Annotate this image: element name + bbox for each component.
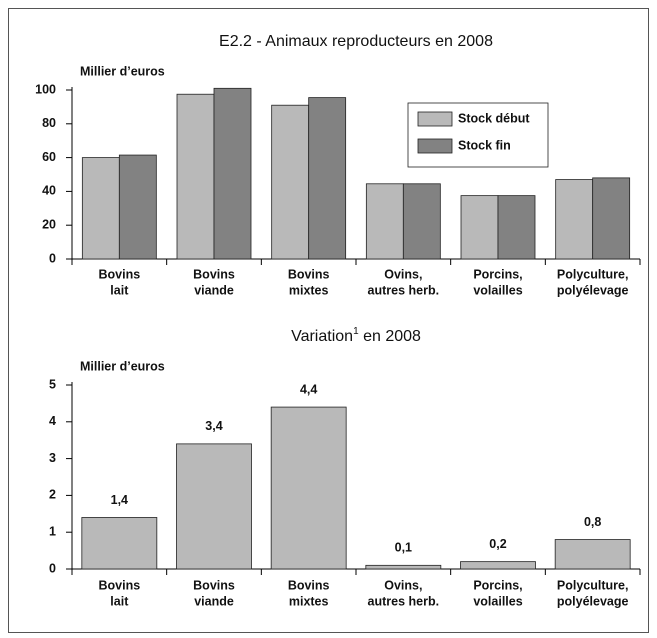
- x-tick-label: mixtes: [289, 283, 329, 297]
- legend-swatch: [417, 138, 453, 154]
- x-tick-label: polyélevage: [557, 594, 629, 608]
- chart-title: Variation1 en 2008: [291, 326, 421, 346]
- y-tick-label: 2: [49, 488, 56, 502]
- x-tick-label: Porcins,: [473, 267, 522, 281]
- legend-label: Stock fin: [458, 138, 511, 152]
- legend-label: Stock début: [458, 111, 530, 125]
- y-tick-label: 100: [35, 82, 56, 96]
- bar: [497, 195, 536, 260]
- x-tick-label: Ovins,: [384, 267, 422, 281]
- value-label: 3,4: [205, 419, 222, 433]
- x-tick-label: autres herb.: [368, 594, 440, 608]
- x-tick-label: mixtes: [289, 594, 329, 608]
- x-tick-label: volailles: [473, 594, 522, 608]
- bar: [460, 561, 536, 570]
- x-tick-label: Bovins: [288, 267, 330, 281]
- value-label: 4,4: [300, 382, 317, 396]
- x-tick-label: polyélevage: [557, 283, 629, 297]
- bar: [460, 195, 499, 260]
- y-tick-label: 3: [49, 451, 56, 465]
- bar: [554, 539, 631, 570]
- y-tick-label: 1: [49, 524, 56, 538]
- bar: [118, 154, 157, 260]
- bar: [555, 179, 594, 260]
- x-tick-label: viande: [194, 283, 234, 297]
- title-rest: en 2008: [359, 328, 421, 345]
- x-tick-label: lait: [110, 594, 129, 608]
- bar: [270, 406, 347, 570]
- value-label: 0,1: [395, 541, 412, 555]
- x-tick-label: Bovins: [288, 578, 330, 592]
- value-label: 1,4: [111, 493, 128, 507]
- title-text: E2.2 - Animaux reproducteurs en 2008: [219, 33, 493, 50]
- x-tick-label: volailles: [473, 283, 522, 297]
- value-label: 0,2: [489, 537, 506, 551]
- bar: [271, 104, 310, 260]
- legend-swatch: [417, 111, 453, 127]
- bar: [402, 183, 441, 260]
- y-axis-label: Millier d’euros: [80, 359, 165, 373]
- y-tick-label: 20: [42, 217, 56, 231]
- y-tick-label: 0: [49, 251, 56, 265]
- x-tick-label: Polyculture,: [557, 578, 629, 592]
- y-tick-label: 4: [49, 414, 56, 428]
- y-axis-label: Millier d’euros: [80, 64, 165, 78]
- title-footnote: 1: [353, 326, 359, 337]
- bar: [81, 517, 158, 570]
- x-tick-label: autres herb.: [368, 283, 440, 297]
- chart-title: E2.2 - Animaux reproducteurs en 2008: [219, 33, 493, 50]
- x-tick-label: lait: [110, 283, 129, 297]
- bar: [592, 177, 631, 260]
- x-tick-label: Polyculture,: [557, 267, 629, 281]
- bar: [213, 87, 252, 260]
- y-tick-label: 0: [49, 561, 56, 575]
- x-tick-label: Porcins,: [473, 578, 522, 592]
- bar: [308, 97, 347, 260]
- x-tick-label: viande: [194, 594, 234, 608]
- y-tick-label: 40: [42, 184, 56, 198]
- x-tick-label: Bovins: [98, 578, 140, 592]
- title-text: Variation: [291, 328, 353, 345]
- bar: [176, 443, 252, 570]
- bar: [365, 183, 404, 260]
- y-tick-label: 5: [49, 377, 56, 391]
- x-tick-label: Bovins: [193, 578, 235, 592]
- x-tick-label: Bovins: [98, 267, 140, 281]
- x-tick-label: Bovins: [193, 267, 235, 281]
- value-label: 0,8: [584, 515, 601, 529]
- x-tick-label: Ovins,: [384, 578, 422, 592]
- bar: [81, 157, 120, 260]
- y-tick-label: 60: [42, 150, 56, 164]
- bar: [365, 564, 442, 570]
- bar: [176, 93, 215, 260]
- y-tick-label: 80: [42, 116, 56, 130]
